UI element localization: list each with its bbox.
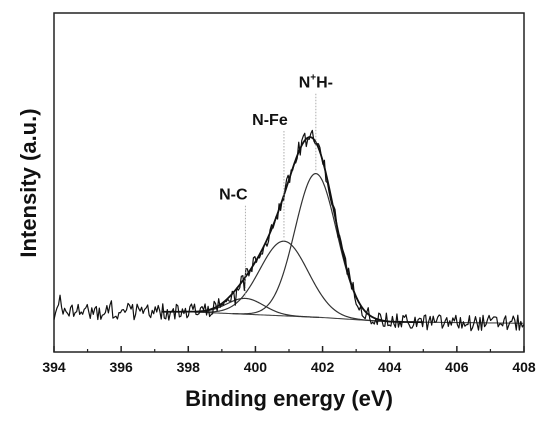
tick-marks xyxy=(53,346,525,352)
y-axis-title: Intensity (a.u.) xyxy=(16,108,41,257)
x-tick-label-406: 406 xyxy=(445,359,469,375)
x-tick-label-404: 404 xyxy=(378,359,402,375)
fit-peak-2 xyxy=(187,240,381,322)
x-tick-label-398: 398 xyxy=(177,359,201,375)
plot-curves xyxy=(53,129,525,332)
fit-envelope xyxy=(161,136,424,324)
peak-label-2: N-Fe xyxy=(252,112,288,129)
x-tick-label-396: 396 xyxy=(109,359,133,375)
plot-frame xyxy=(53,12,525,353)
x-tick-label-400: 400 xyxy=(244,359,268,375)
x-tick-labels: 394 396 398 400 402 404 406 408 xyxy=(42,359,536,375)
x-tick-label-394: 394 xyxy=(42,359,66,375)
fit-peak-3 xyxy=(232,172,400,323)
peak-label-3: N+H- xyxy=(299,73,333,92)
x-tick-label-408: 408 xyxy=(512,359,536,375)
peak-labels: N-C N-Fe N+H- xyxy=(219,73,333,297)
raw-spectrum xyxy=(53,129,525,332)
peak-label-1: N-C xyxy=(219,187,248,204)
x-tick-label-402: 402 xyxy=(311,359,335,375)
x-axis-title: Binding energy (eV) xyxy=(185,386,393,411)
